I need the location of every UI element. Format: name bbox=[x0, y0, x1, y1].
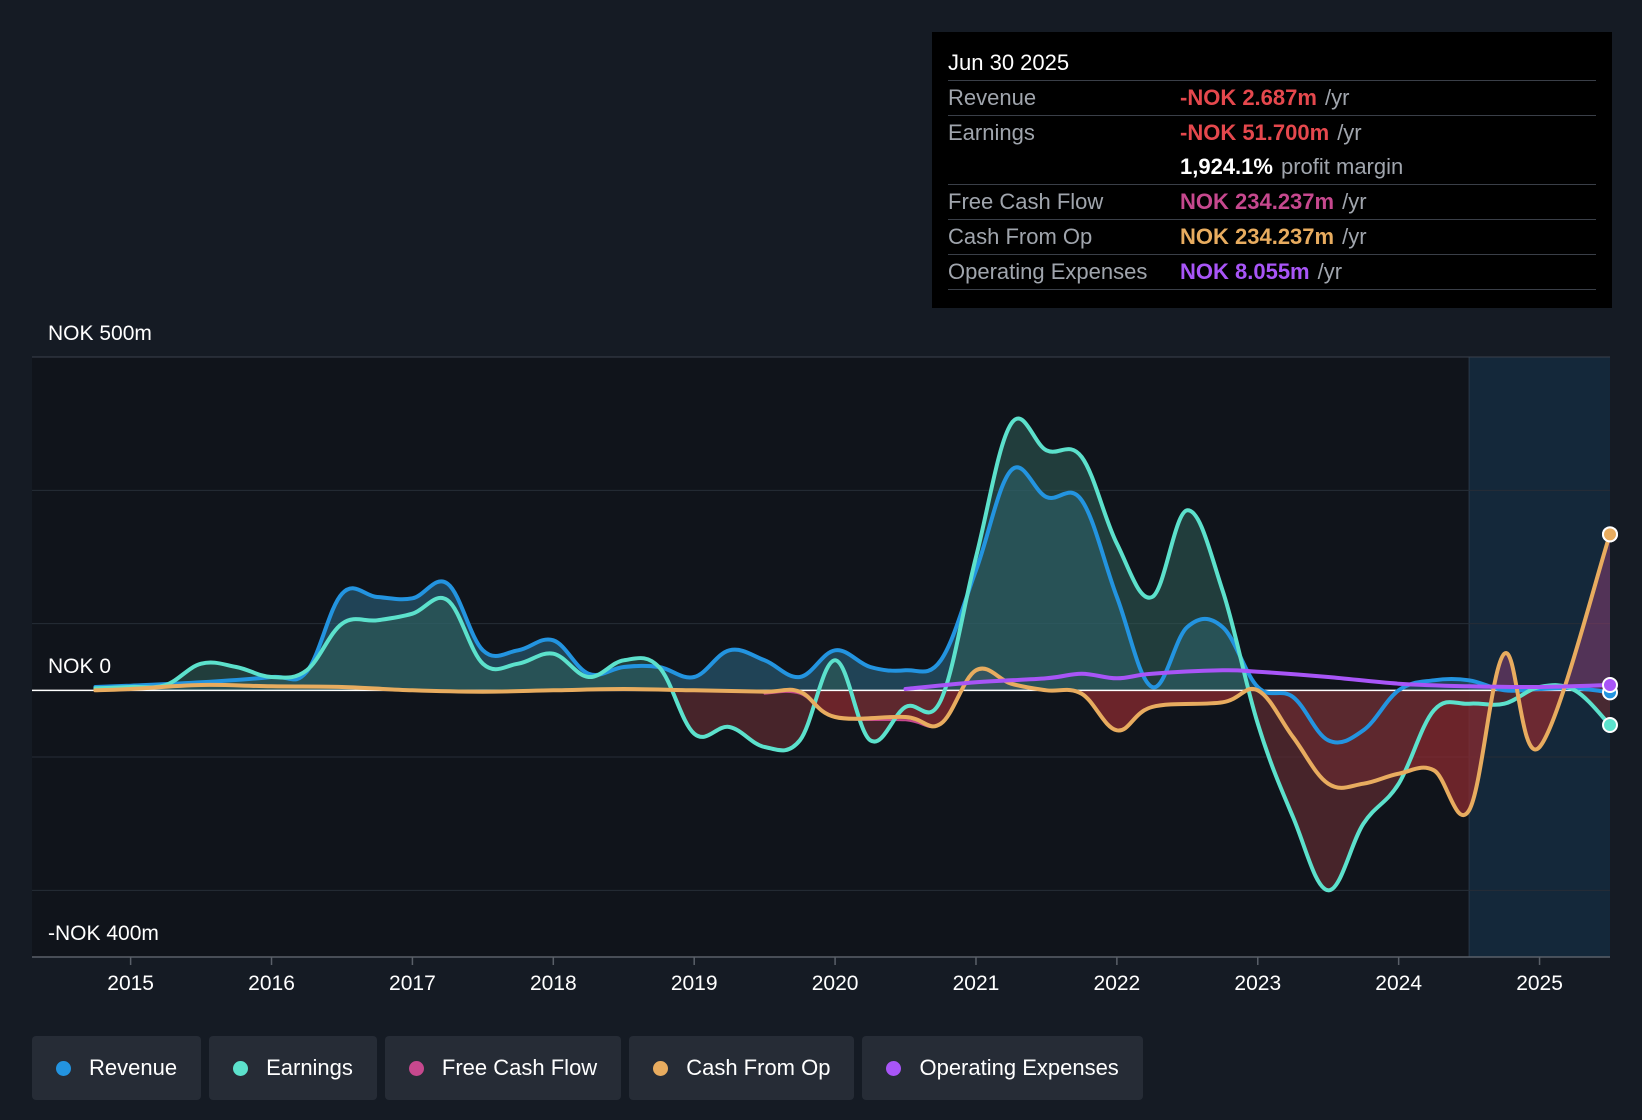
end-markers bbox=[1602, 526, 1618, 733]
legend-item-revenue[interactable]: Revenue bbox=[32, 1036, 202, 1100]
x-tick-label: 2025 bbox=[1516, 972, 1563, 995]
legend-dot-icon bbox=[56, 1060, 71, 1076]
legend-dot-icon bbox=[233, 1060, 249, 1076]
legend-item-earnings[interactable]: Earnings bbox=[209, 1036, 377, 1100]
x-tick-label: 2018 bbox=[530, 972, 577, 995]
tooltip-row-cash-from-op: Cash From Op NOK 234.237m /yr bbox=[948, 219, 1596, 254]
legend-item-cash-from-op[interactable]: Cash From Op bbox=[629, 1036, 855, 1100]
x-tick-label: 2021 bbox=[953, 972, 1000, 995]
x-axis: 2015 2016 2017 2018 2019 2020 2021 2022 2023 2024… bbox=[107, 957, 1563, 995]
x-tick-label: 2019 bbox=[671, 972, 718, 995]
x-tick-label: 2016 bbox=[248, 972, 295, 995]
legend-dot-icon bbox=[408, 1060, 424, 1076]
tooltip-label: Cash From Op bbox=[948, 224, 1093, 249]
tooltip-value: -NOK 2.687m bbox=[1180, 85, 1317, 110]
x-tick-label: 2023 bbox=[1234, 972, 1281, 995]
legend: Revenue Earnings Free Cash Flow Cash Fro… bbox=[32, 1036, 1143, 1100]
legend-label: Free Cash Flow bbox=[441, 1055, 598, 1080]
tooltip-row-earnings: Earnings -NOK 51.700m /yr bbox=[948, 115, 1596, 150]
x-tick-label: 2024 bbox=[1375, 972, 1422, 995]
legend-label: Operating Expenses bbox=[919, 1055, 1119, 1080]
tooltip-unit: /yr bbox=[1324, 85, 1350, 110]
tooltip-unit: /yr bbox=[1317, 259, 1343, 284]
x-tick-label: 2015 bbox=[107, 972, 154, 995]
forecast-region bbox=[1469, 357, 1610, 957]
legend-item-free-cash-flow[interactable]: Free Cash Flow bbox=[384, 1036, 622, 1100]
tooltip-label: Earnings bbox=[948, 120, 1035, 145]
tooltip-unit: /yr bbox=[1342, 224, 1367, 249]
end-marker-cash-from-op bbox=[1602, 526, 1618, 543]
tooltip-value: 1,924.1% bbox=[1180, 154, 1273, 179]
line-cash-from-op bbox=[93, 532, 1610, 817]
legend-label: Cash From Op bbox=[686, 1055, 831, 1080]
tooltip-row-profit-margin: 1,924.1% profit margin bbox=[948, 150, 1596, 184]
legend-item-operating-expenses[interactable]: Operating Expenses bbox=[862, 1036, 1143, 1100]
line-revenue bbox=[93, 465, 1610, 745]
tooltip-label: Free Cash Flow bbox=[948, 189, 1104, 214]
area-earnings-negative bbox=[672, 690, 1610, 891]
y-axis-label-bottom: -NOK 400m bbox=[48, 922, 159, 945]
tooltip-row-free-cash-flow: Free Cash Flow NOK 234.237m /yr bbox=[948, 184, 1596, 219]
x-tick-label: 2022 bbox=[1094, 972, 1141, 995]
tooltip-value: NOK 8.055m bbox=[1180, 259, 1310, 284]
legend-label: Earnings bbox=[266, 1055, 353, 1080]
tooltip-unit: /yr bbox=[1337, 120, 1362, 145]
tooltip-panel: Jun 30 2025 Revenue -NOK 2.687m /yr Earn… bbox=[932, 32, 1612, 308]
tooltip-unit: /yr bbox=[1342, 189, 1367, 214]
legend-label: Revenue bbox=[89, 1055, 178, 1080]
tooltip-unit: profit margin bbox=[1280, 154, 1404, 179]
tooltip-label: Revenue bbox=[948, 85, 1037, 110]
end-marker-earnings bbox=[1602, 717, 1618, 733]
tooltip-row-revenue: Revenue -NOK 2.687m /yr bbox=[948, 80, 1596, 115]
x-tick-label: 2020 bbox=[812, 972, 859, 995]
tooltip-row-operating-expenses: Operating Expenses NOK 8.055m /yr bbox=[948, 254, 1596, 290]
y-axis-label-top: NOK 500m bbox=[48, 322, 152, 345]
end-marker-operating-expenses bbox=[1602, 677, 1618, 693]
tooltip-value: NOK 234.237m bbox=[1180, 189, 1335, 214]
y-axis-label-zero: NOK 0 bbox=[48, 655, 111, 678]
tooltip-date: Jun 30 2025 bbox=[948, 50, 1070, 75]
line-operating-expenses bbox=[903, 668, 1610, 691]
x-tick-label: 2017 bbox=[389, 972, 436, 995]
tooltip-label: Operating Expenses bbox=[948, 259, 1148, 284]
legend-dot-icon bbox=[886, 1060, 902, 1076]
tooltip-value: -NOK 51.700m bbox=[1180, 120, 1330, 145]
legend-dot-icon bbox=[653, 1060, 669, 1076]
tooltip-value: NOK 234.237m bbox=[1180, 224, 1335, 249]
series-lines bbox=[93, 416, 1610, 893]
